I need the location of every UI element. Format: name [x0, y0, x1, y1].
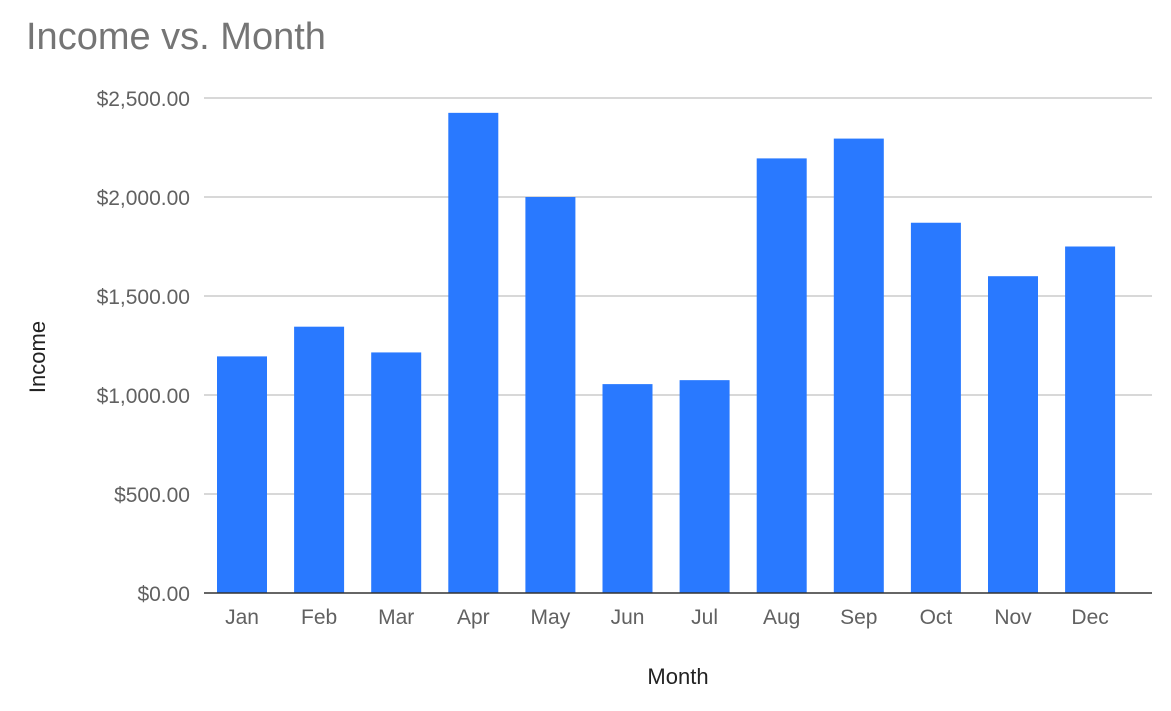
bar-oct[interactable]: [910, 222, 961, 594]
y-tick-label: $2,500.00: [97, 88, 190, 111]
y-tick-label: $1,500.00: [97, 286, 190, 309]
bar-jun[interactable]: [602, 384, 653, 593]
bar-nov[interactable]: [988, 276, 1038, 593]
y-tick-label: $0.00: [137, 583, 190, 606]
x-tick-label: Oct: [920, 606, 953, 629]
bar-aug[interactable]: [756, 158, 807, 593]
x-tick-label: Sep: [840, 606, 877, 629]
x-tick-labels: Jan Feb Mar Apr May Jun Jul Aug Sep Oct Nov Dec: [225, 606, 1109, 629]
x-axis-title: Month: [647, 664, 708, 689]
bar-may[interactable]: [525, 197, 576, 593]
x-tick-label: Jul: [691, 606, 718, 629]
y-tick-label: $1,000.00: [97, 385, 190, 408]
x-tick-label: Aug: [763, 606, 800, 629]
chart-title: Income vs. Month: [26, 16, 326, 58]
x-tick-label: Nov: [994, 606, 1032, 629]
y-tick-label: $500.00: [114, 484, 190, 507]
bars: [217, 112, 1116, 594]
bar-dec[interactable]: [1065, 246, 1116, 594]
bar-mar[interactable]: [371, 352, 422, 593]
bar-apr[interactable]: [448, 112, 499, 593]
x-tick-label: Jan: [225, 606, 259, 629]
y-tick-labels: $0.00 $500.00 $1,000.00 $1,500.00 $2,000.00 $…: [97, 88, 190, 606]
x-tick-label: Apr: [457, 606, 490, 629]
bar-feb[interactable]: [294, 326, 345, 593]
x-tick-label: Dec: [1071, 606, 1108, 629]
bar-jul[interactable]: [679, 380, 730, 593]
x-tick-label: Feb: [301, 606, 337, 629]
bar-jan[interactable]: [217, 356, 267, 593]
x-tick-label: Mar: [378, 606, 414, 629]
x-tick-label: May: [531, 606, 571, 629]
y-tick-label: $2,000.00: [97, 187, 190, 210]
bar-sep[interactable]: [833, 138, 884, 593]
x-tick-label: Jun: [611, 606, 645, 629]
y-axis-title: Income: [25, 321, 50, 393]
